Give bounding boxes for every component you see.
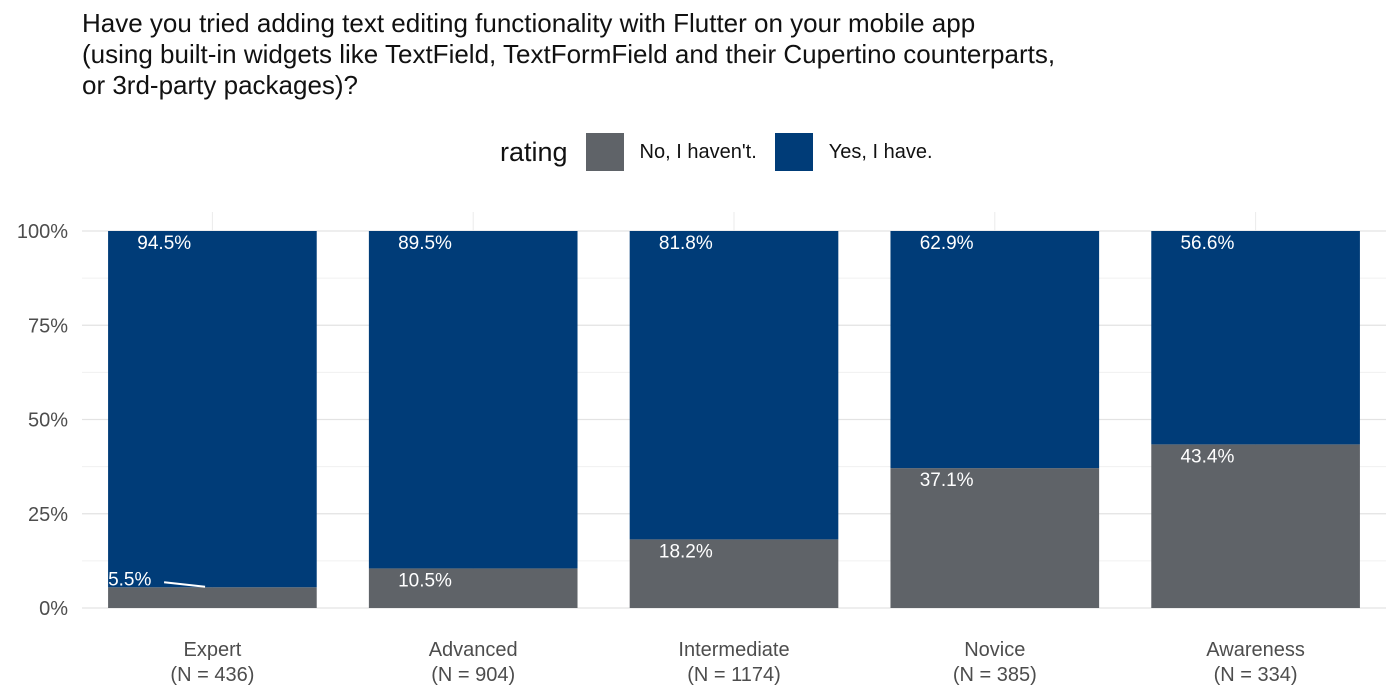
legend-label-yes: Yes, I have. [828, 140, 933, 163]
x-tick-sublabel: (N = 385) [953, 664, 1037, 686]
data-label-no: 37.1% [920, 470, 974, 491]
legend-title: rating [500, 136, 568, 167]
label-leader-line [163, 581, 206, 588]
bar-yes [890, 231, 1100, 469]
chart-title-line-2: (using built-in widgets like TextField, … [82, 39, 1056, 69]
data-label-yes: 94.5% [137, 233, 191, 254]
bar-yes [108, 231, 317, 588]
chart-title: Have you tried adding text editing funct… [82, 8, 1055, 101]
bar-no [890, 468, 1100, 608]
legend-swatch-no [585, 133, 624, 171]
x-tick-sublabel: (N = 1174) [687, 664, 781, 686]
x-tick-label: Intermediate [678, 639, 789, 661]
data-label-yes: 89.5% [398, 233, 452, 254]
chart-title-line-3: or 3rd-party packages)? [82, 70, 359, 100]
legend-item-no: No, I haven't. [585, 133, 757, 171]
x-tick-label: Advanced [429, 639, 518, 661]
y-tick-label: 50% [28, 410, 68, 432]
bar-yes [629, 231, 839, 540]
x-tick-label: Novice [964, 639, 1025, 661]
data-label-no: 43.4% [1180, 446, 1234, 467]
data-label-no: 10.5% [398, 570, 452, 591]
legend-label-no: No, I haven't. [639, 140, 757, 163]
y-tick-label: 25% [28, 504, 68, 526]
bar-yes [368, 231, 578, 569]
data-label-yes: 62.9% [920, 233, 974, 254]
bar-no [629, 539, 839, 608]
legend-swatch-yes [774, 133, 813, 171]
legend-item-yes: Yes, I have. [774, 133, 933, 171]
data-label-no: 18.2% [659, 541, 713, 562]
bar-no [1151, 444, 1360, 608]
data-label-no: 5.5% [108, 569, 151, 590]
x-tick-sublabel: (N = 904) [431, 664, 515, 686]
bar-no [368, 568, 578, 608]
data-label-yes: 81.8% [659, 233, 713, 254]
y-tick-label: 100% [17, 221, 68, 243]
bar-yes [1151, 231, 1360, 445]
x-tick-label: Awareness [1206, 639, 1305, 661]
y-tick-label: 75% [28, 315, 68, 337]
chart-title-line-1: Have you tried adding text editing funct… [82, 8, 976, 38]
y-tick-label: 0% [39, 598, 68, 620]
x-tick-sublabel: (N = 436) [170, 664, 254, 686]
x-tick-label: Expert [183, 639, 241, 661]
data-label-yes: 56.6% [1180, 233, 1234, 254]
x-tick-sublabel: (N = 334) [1214, 664, 1298, 686]
bar-no [108, 587, 317, 608]
legend: rating No, I haven't. Yes, I have. [500, 132, 951, 172]
